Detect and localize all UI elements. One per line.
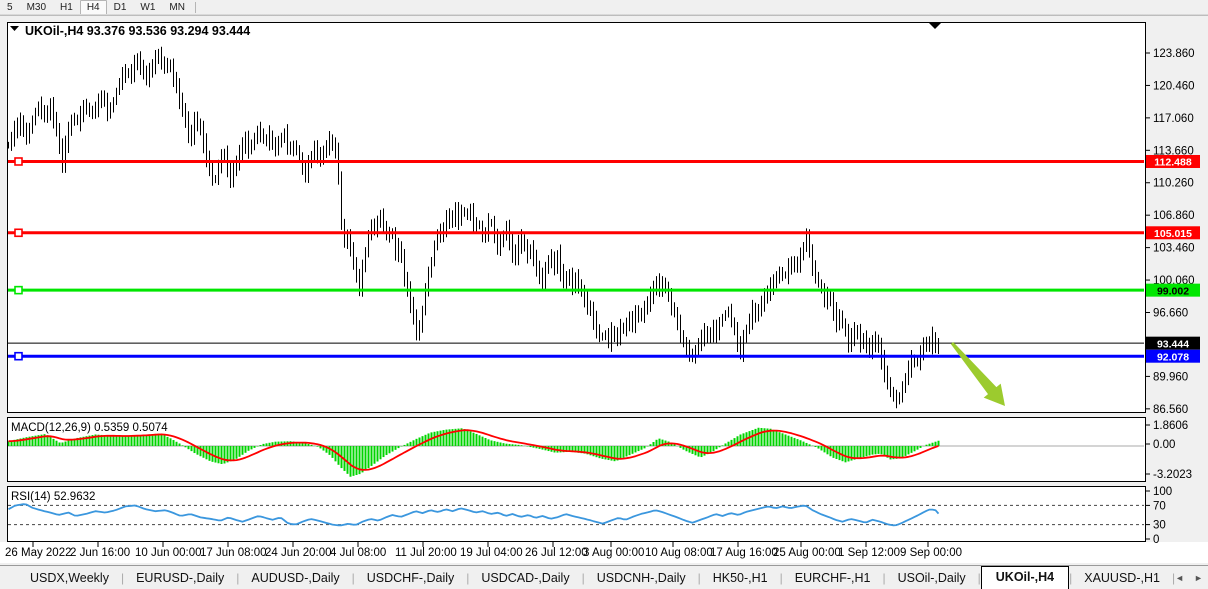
price-badge-92.078: 92.078 (1146, 349, 1200, 363)
price-axis-tick: 120.460 (1153, 80, 1195, 92)
date-axis-label: 17 Aug 16:00 (710, 547, 778, 559)
macd-axis-tick: 1.8606 (1153, 420, 1188, 432)
date-axis-label: 17 Jun 08:00 (200, 547, 267, 559)
price-axis-tick: 106.860 (1153, 210, 1195, 222)
tab-separator: | (697, 571, 701, 585)
price-badge-105.015: 105.015 (1146, 226, 1200, 240)
hline-99.002[interactable] (8, 285, 1144, 295)
last-bar-marker-icon (929, 23, 941, 29)
date-axis-label: 10 Jun 00:00 (135, 547, 202, 559)
timeframe-button-w1[interactable]: W1 (140, 1, 156, 13)
date-axis-label: 19 Jul 04:00 (460, 547, 523, 559)
rsi-axis-tick: 70 (1153, 500, 1166, 512)
date-axis-label: 9 Sep 00:00 (900, 547, 962, 559)
macd-axis-tick: 0.00 (1153, 439, 1175, 451)
chart-tab-audusd-daily[interactable]: AUDUSD-,Daily (251, 571, 340, 585)
rsi-line (8, 503, 940, 527)
tab-separator: | (1069, 571, 1073, 585)
tab-separator: | (882, 571, 886, 585)
svg-text:99.002: 99.002 (1157, 285, 1189, 297)
date-axis-label: 25 Aug 00:00 (773, 547, 841, 559)
price-axis-tick: 86.560 (1153, 404, 1188, 416)
date-axis-label: 26 May 2022 (5, 547, 72, 559)
rsi-label: RSI(14) 52.9632 (11, 491, 95, 503)
tab-separator: | (779, 571, 783, 585)
chart-tab-ukoil-h4[interactable]: UKOil-,H4 (980, 566, 1070, 589)
date-axis-label: 1 Sep 12:00 (838, 547, 900, 559)
price-axis-tick: 117.060 (1153, 113, 1194, 125)
rsi-axis-tick: 100 (1153, 486, 1172, 498)
macd-label: MACD(12,26,9) 0.5359 0.5074 (11, 422, 168, 434)
down-trend-arrow-annotation[interactable] (950, 342, 1005, 406)
hline-handle[interactable] (14, 351, 23, 361)
timeframe-button-m30[interactable]: M30 (26, 1, 47, 13)
price-badge-93.444: 93.444 (1146, 336, 1200, 350)
rsi-axis-tick: 0 (1153, 534, 1159, 546)
price-axis-tick: 113.660 (1153, 145, 1194, 157)
hline-105.015[interactable] (8, 228, 1144, 238)
chart-title: UKOil-,H4 93.376 93.536 93.294 93.444 (25, 24, 250, 38)
tab-separator: | (581, 571, 585, 585)
tab-separator: | (977, 571, 981, 585)
tab-separator: | (236, 571, 240, 585)
date-axis-label: 26 Jul 12:00 (525, 547, 588, 559)
tab-separator: | (351, 571, 355, 585)
hline-112.488[interactable] (8, 157, 1144, 166)
svg-text:112.488: 112.488 (1154, 157, 1192, 169)
timeframe-button-h4[interactable]: H4 (79, 0, 107, 15)
chart-tab-usdx-weekly[interactable]: USDX,Weekly (30, 571, 109, 585)
hline-92.078[interactable] (8, 351, 1144, 361)
price-panel[interactable] (7, 22, 1146, 413)
timeframe-button-d1[interactable]: D1 (113, 1, 127, 13)
svg-text:93.444: 93.444 (1157, 338, 1189, 350)
chart-tab-usoil-daily[interactable]: USOil-,Daily (897, 571, 966, 585)
rsi-plot (8, 503, 1144, 527)
macd-axis-tick: -3.2023 (1153, 469, 1192, 481)
date-axis-label: 24 Jun 20:00 (265, 547, 332, 559)
chart-tab-usdcad-daily[interactable]: USDCAD-,Daily (481, 571, 570, 585)
svg-text:105.015: 105.015 (1154, 228, 1192, 240)
chart-tab-hk50-h1[interactable]: HK50-,H1 (712, 571, 768, 585)
price-axis-tick: 123.860 (1153, 48, 1195, 60)
tab-scroll-controls: ◄ ► (1175, 573, 1208, 589)
date-axis-label: 11 Jul 20:00 (395, 547, 457, 559)
price-axis-tick: 89.960 (1153, 371, 1188, 383)
chart-tab-usdchf-daily[interactable]: USDCHF-,Daily (366, 571, 455, 585)
price-axis-tick: 103.460 (1153, 243, 1195, 255)
date-axis-label: 10 Aug 08:00 (645, 547, 713, 559)
toolbar-separator (194, 1, 196, 13)
symbol-dropdown-icon[interactable] (10, 26, 19, 31)
macd-plot (8, 427, 1144, 477)
tab-scroll-left-icon[interactable]: ◄ (1175, 573, 1184, 583)
tab-separator: | (120, 571, 125, 585)
rsi-panel[interactable] (7, 486, 1146, 542)
hline-handle[interactable] (14, 157, 23, 166)
chart-tab-eurchf-h1[interactable]: EURCHF-,H1 (794, 571, 871, 585)
price-badge-99.002: 99.002 (1146, 283, 1200, 297)
timeframe-toolbar: 5 M30 H1 H4 D1 W1 MN (0, 0, 1208, 15)
tab-separator: | (466, 571, 470, 585)
date-axis-label: 2 Jun 16:00 (70, 547, 130, 559)
chart-area[interactable]: 123.860 120.460 117.060 113.660 110.260 106.8… (0, 16, 1208, 565)
macd-signal-line (8, 429, 939, 471)
timeframe-button-mn[interactable]: MN (169, 1, 185, 13)
svg-text:92.078: 92.078 (1157, 351, 1189, 363)
date-axis-label: 4 Jul 08:00 (330, 547, 386, 559)
tab-separator: | (1171, 571, 1176, 585)
hline-handle[interactable] (14, 228, 23, 238)
date-axis-label: 3 Aug 00:00 (583, 547, 644, 559)
tab-scroll-right-icon[interactable]: ► (1194, 573, 1203, 583)
chart-tab-usdcnh-daily[interactable]: USDCNH-,Daily (596, 571, 686, 585)
timeframe-button-5[interactable]: 5 (7, 1, 13, 13)
timeframe-button-h1[interactable]: H1 (60, 1, 73, 13)
rsi-axis-tick: 30 (1153, 520, 1166, 532)
hline-handle[interactable] (14, 285, 23, 295)
chart-tab-bar: USDX,Weekly | EURUSD-,Daily | AUDUSD-,Daily |… (0, 565, 1208, 589)
chart-tab-eurusd-daily[interactable]: EURUSD-,Daily (136, 571, 225, 585)
price-badge-112.488: 112.488 (1146, 154, 1200, 169)
price-axis-tick: 96.660 (1153, 307, 1188, 319)
chart-tab-xauusd-h1[interactable]: XAUUSD-,H1 (1084, 571, 1160, 585)
price-axis-tick: 110.260 (1153, 178, 1194, 190)
